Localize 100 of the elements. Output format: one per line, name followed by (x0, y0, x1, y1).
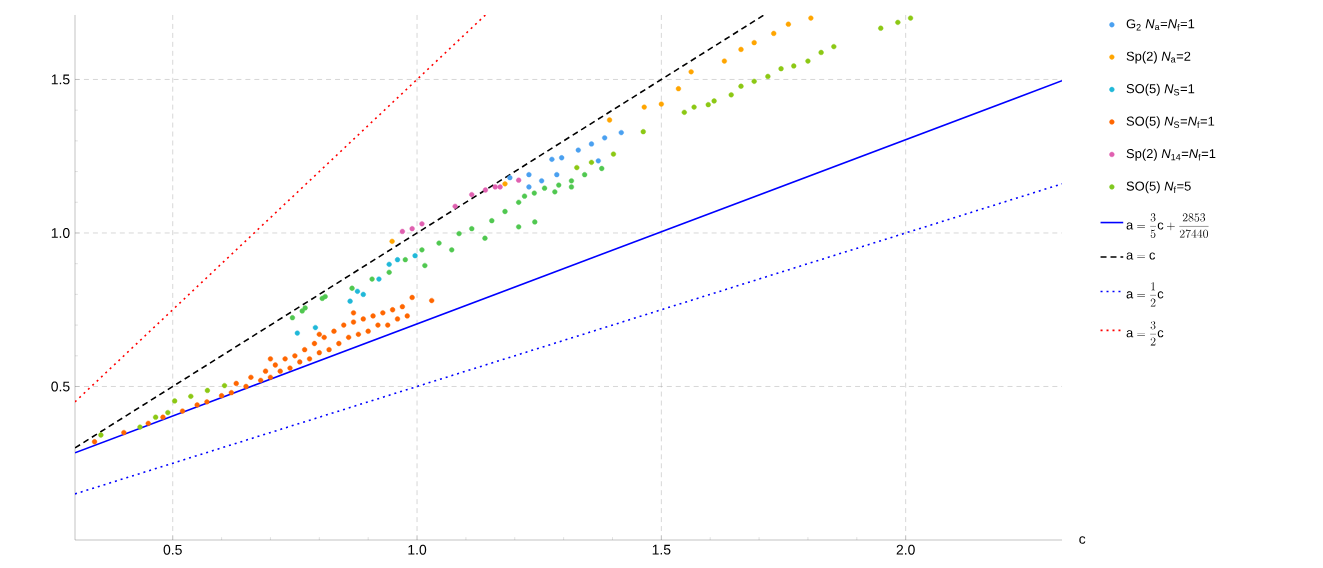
point (312, 324, 318, 331)
point (492, 184, 498, 190)
point (349, 285, 355, 291)
x-axis-title: c (1079, 536, 1086, 544)
point (516, 224, 522, 230)
point (302, 305, 308, 311)
point (386, 261, 392, 267)
point (521, 193, 528, 199)
point (738, 83, 744, 89)
point (658, 101, 664, 107)
point (355, 331, 361, 337)
legend-label: Sp(2) N$_{14}$=N$_{f}$=1 (1126, 148, 1216, 161)
point (531, 190, 537, 196)
point (549, 156, 555, 162)
point (502, 181, 508, 187)
legend-label: Sp(2) N$_{a}$=2 (1126, 51, 1191, 64)
point (394, 257, 401, 263)
legend-label: SO(5) N$_{S}$=1 (1126, 83, 1195, 96)
point (350, 310, 357, 316)
point (554, 172, 560, 178)
point (482, 187, 489, 193)
point (805, 58, 811, 64)
point (194, 402, 200, 408)
point (380, 310, 386, 316)
point (376, 276, 382, 282)
point (539, 178, 545, 184)
x-tick-label: 1.0 (408, 544, 427, 555)
point (404, 313, 410, 319)
point (556, 182, 562, 188)
legend-label: SO(5) N$_{f}$=5 (1126, 181, 1191, 194)
point (721, 58, 727, 64)
point (188, 393, 194, 399)
legend-label: SO(5) N$_{S}$=N$_{f}$=1 (1126, 116, 1215, 129)
point (568, 184, 575, 190)
point (302, 347, 308, 353)
point (389, 238, 395, 244)
legend-label: G$_{2}$ N$_{a}$=N$_{f}$=1 (1126, 19, 1195, 31)
x-tick-label: 2.0 (896, 544, 915, 555)
point (436, 240, 442, 246)
point (321, 334, 327, 340)
point (516, 177, 522, 183)
point (360, 316, 366, 322)
point (399, 304, 405, 310)
point (399, 228, 405, 235)
point (831, 44, 837, 50)
point (347, 298, 353, 304)
point (574, 164, 580, 171)
point (640, 129, 646, 135)
point (575, 147, 581, 153)
point (711, 98, 717, 104)
point (262, 368, 269, 374)
point (482, 235, 488, 241)
point (568, 178, 575, 184)
point (456, 231, 462, 237)
point (322, 293, 328, 300)
point (602, 135, 608, 141)
point (738, 46, 744, 52)
point (272, 362, 278, 368)
point (588, 141, 595, 147)
point (469, 226, 475, 232)
point (791, 63, 797, 69)
point (121, 429, 127, 436)
point (419, 221, 425, 227)
point (552, 189, 558, 195)
point (818, 49, 824, 56)
point (785, 21, 791, 27)
point (375, 322, 381, 328)
point (91, 439, 98, 445)
point (243, 383, 249, 390)
point (369, 276, 375, 282)
point (610, 151, 617, 157)
legend-label: $\mathrm{a}=\mathrm{c}$ (1126, 252, 1156, 260)
point (419, 247, 425, 253)
point (599, 165, 605, 172)
point (277, 368, 283, 374)
point (267, 356, 274, 362)
point (618, 129, 624, 136)
point (326, 347, 332, 353)
y-tick-label: 1.0 (51, 228, 70, 238)
point (502, 208, 508, 215)
point (299, 308, 305, 314)
point (289, 315, 296, 321)
point (354, 288, 361, 294)
point (595, 158, 601, 164)
point (507, 175, 513, 181)
point (316, 350, 322, 356)
point (808, 15, 814, 21)
point (541, 185, 548, 191)
point (258, 377, 264, 383)
point (559, 155, 565, 161)
point (582, 172, 588, 178)
point (412, 253, 418, 259)
point (228, 390, 234, 396)
point (691, 104, 697, 110)
point (172, 398, 178, 404)
point (350, 319, 357, 325)
point (705, 102, 711, 108)
point (204, 399, 210, 405)
legend-label: $\mathrm{a}=\frac{3}{5}\mathrm{c}+\frac{2853}{27440}$ (1126, 213, 1209, 238)
point (98, 432, 104, 438)
